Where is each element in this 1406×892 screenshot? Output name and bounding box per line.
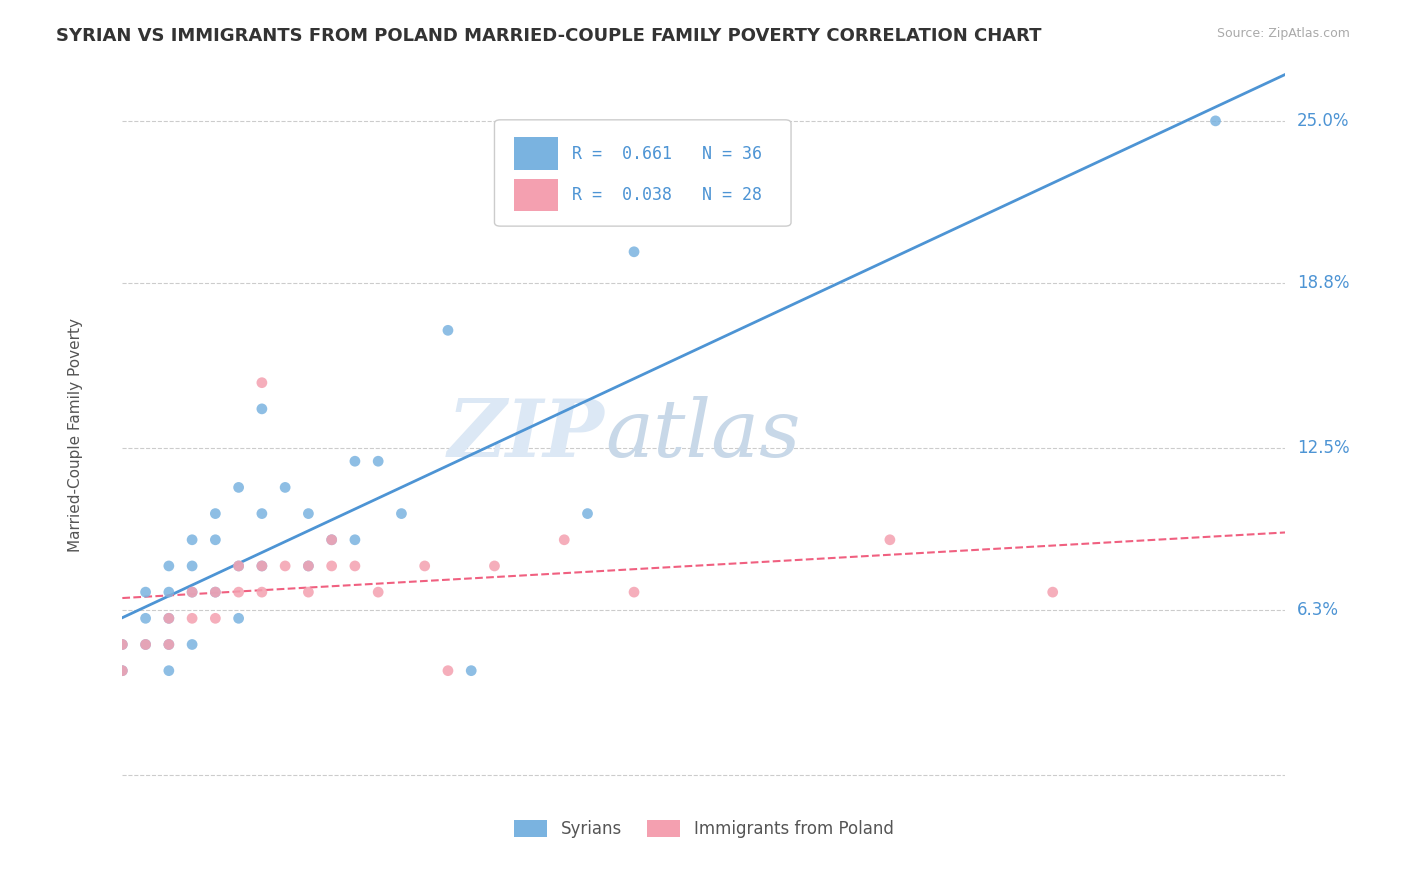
Point (228, 558, 250, 573)
Text: SYRIAN VS IMMIGRANTS FROM POLAND MARRIED-COUPLE FAMILY POVERTY CORRELATION CHART: SYRIAN VS IMMIGRANTS FROM POLAND MARRIED… (56, 27, 1042, 45)
Point (181, 585, 204, 599)
Point (484, 558, 506, 573)
FancyBboxPatch shape (495, 120, 792, 227)
Point (157, 638, 180, 652)
Point (1042, 585, 1064, 599)
Point (879, 533, 901, 547)
Point (250, 507, 273, 521)
Point (135, 611, 157, 625)
Point (157, 611, 180, 625)
Point (274, 558, 297, 573)
Point (460, 664, 482, 678)
Point (250, 585, 273, 599)
Point (181, 533, 204, 547)
Text: 12.5%: 12.5% (1296, 439, 1350, 457)
Text: R =  0.661   N = 36: R = 0.661 N = 36 (572, 145, 762, 162)
Point (228, 585, 250, 599)
Point (437, 664, 460, 678)
Point (297, 585, 319, 599)
Point (343, 558, 366, 573)
Point (297, 558, 319, 573)
Point (250, 376, 273, 390)
Point (250, 558, 273, 573)
Point (204, 585, 226, 599)
Point (623, 244, 645, 259)
Point (250, 401, 273, 416)
Point (181, 558, 204, 573)
Point (413, 558, 436, 573)
Point (343, 533, 366, 547)
Point (111, 638, 134, 652)
Text: 6.3%: 6.3% (1296, 601, 1339, 619)
Point (135, 585, 157, 599)
Point (343, 454, 366, 468)
Point (111, 664, 134, 678)
Point (157, 638, 180, 652)
Text: 18.8%: 18.8% (1296, 274, 1350, 293)
Point (321, 533, 343, 547)
Point (157, 585, 180, 599)
Point (576, 507, 599, 521)
Point (391, 507, 413, 521)
Point (367, 585, 389, 599)
Point (321, 533, 343, 547)
Point (437, 323, 460, 337)
Point (135, 638, 157, 652)
Point (204, 507, 226, 521)
Point (623, 585, 645, 599)
Point (553, 533, 575, 547)
Point (135, 638, 157, 652)
Text: ZIP: ZIP (449, 396, 605, 474)
Point (181, 638, 204, 652)
Point (181, 611, 204, 625)
FancyBboxPatch shape (515, 137, 558, 169)
Point (157, 664, 180, 678)
Point (297, 558, 319, 573)
Point (297, 507, 319, 521)
Legend: Syrians, Immigrants from Poland: Syrians, Immigrants from Poland (508, 813, 900, 845)
Point (181, 585, 204, 599)
Point (321, 558, 343, 573)
Text: Source: ZipAtlas.com: Source: ZipAtlas.com (1216, 27, 1350, 40)
Point (367, 454, 389, 468)
Point (157, 558, 180, 573)
Point (204, 611, 226, 625)
Point (250, 558, 273, 573)
FancyBboxPatch shape (515, 179, 558, 211)
Point (274, 480, 297, 494)
Text: atlas: atlas (605, 396, 800, 474)
Point (111, 638, 134, 652)
Point (228, 611, 250, 625)
Text: Married-Couple Family Poverty: Married-Couple Family Poverty (69, 318, 83, 552)
Point (204, 585, 226, 599)
Point (204, 533, 226, 547)
Text: R =  0.038   N = 28: R = 0.038 N = 28 (572, 186, 762, 204)
Point (111, 664, 134, 678)
Point (157, 611, 180, 625)
Text: 25.0%: 25.0% (1296, 112, 1350, 130)
Point (1205, 114, 1227, 128)
Point (228, 558, 250, 573)
Point (228, 480, 250, 494)
